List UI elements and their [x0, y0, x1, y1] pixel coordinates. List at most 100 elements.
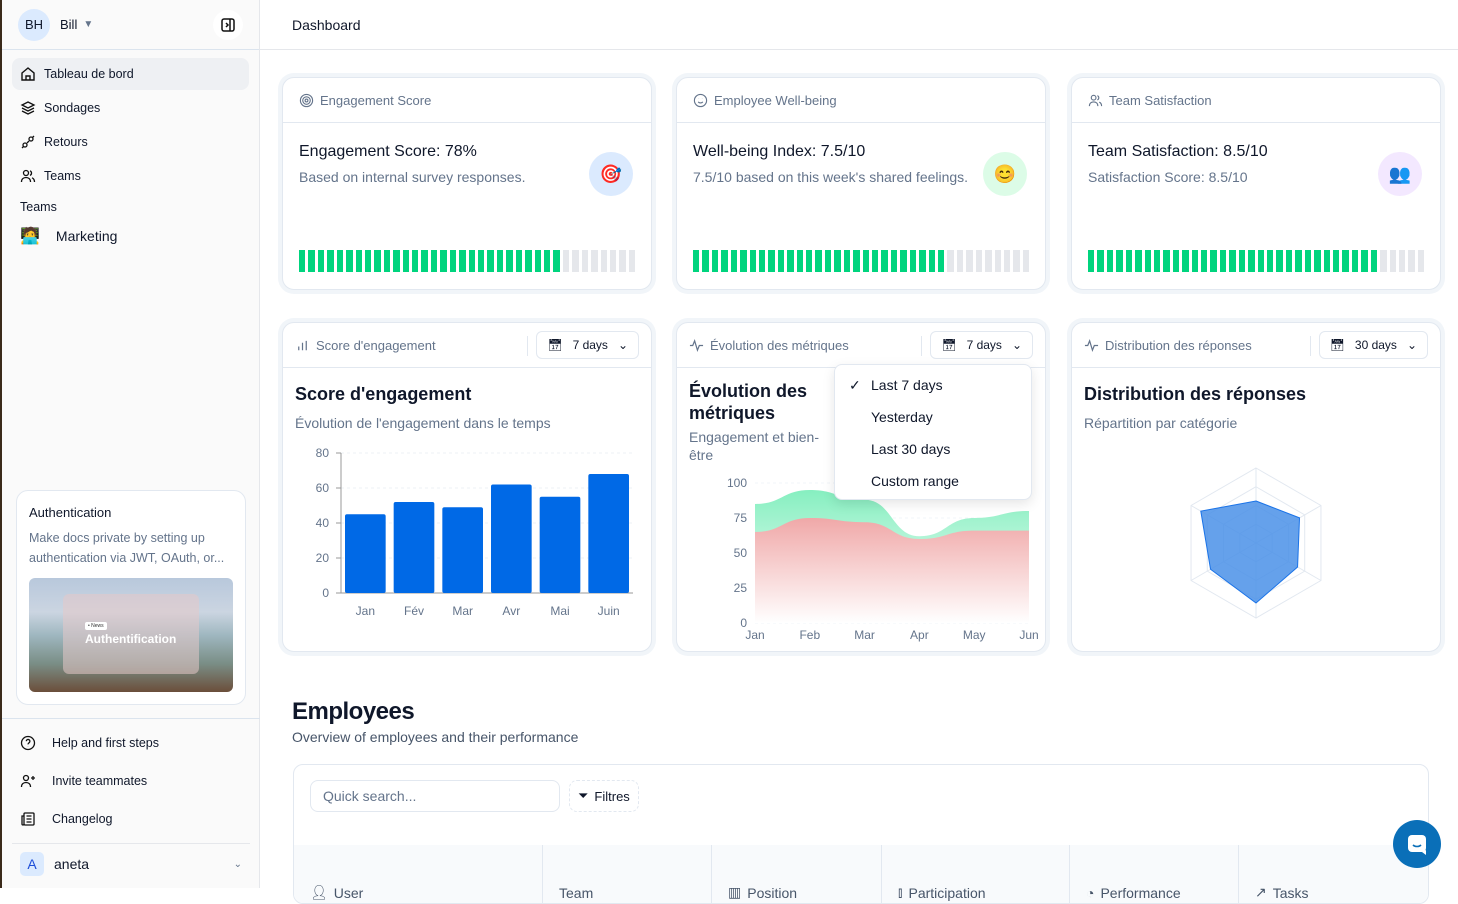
column-user[interactable]: 👤︎ User	[294, 845, 543, 903]
progress-segment	[758, 250, 766, 272]
card-header-label: Team Satisfaction	[1109, 92, 1212, 108]
account-switcher[interactable]: A aneta ⌄	[12, 843, 250, 884]
chevron-down-icon: ⌄	[617, 338, 628, 352]
card-header-label: Employee Well-being	[714, 92, 837, 108]
progress-segment	[1144, 250, 1151, 272]
date-range-select[interactable]: 📅︎ 7 days ⌄	[921, 331, 1033, 359]
smile-emoji-icon: 😊	[983, 152, 1027, 196]
sidebar-item-feedback[interactable]: Retours	[12, 126, 249, 158]
bar-chart: 0 20 40 60 80 Jan Fév Mar Avr Mai Juin	[316, 446, 633, 618]
progress-segment	[1361, 250, 1368, 272]
help-link[interactable]: Help and first steps	[12, 725, 250, 761]
progress-segment	[1125, 250, 1133, 272]
card-header-label: Score d'engagement	[316, 337, 436, 353]
progress-segment	[919, 250, 926, 272]
progress-segment	[1323, 250, 1330, 272]
progress-segment	[374, 250, 381, 272]
progress-segment	[824, 250, 832, 272]
column-position[interactable]: ▥ Position	[712, 845, 882, 903]
bar	[393, 502, 435, 593]
column-tasks[interactable]: ↗ Tasks	[1255, 884, 1309, 901]
progress-segment	[534, 250, 541, 272]
users-icon	[1088, 94, 1103, 106]
sidebar-item-label: Tableau de bord	[44, 67, 134, 81]
chevron-down-icon: ▼	[83, 19, 94, 30]
progress-segment	[1238, 250, 1246, 272]
date-range-select[interactable]: 📅︎ 7 days ⌄	[527, 331, 639, 359]
sidebar-item-label: Teams	[44, 169, 81, 183]
promo-title: Authentication	[29, 505, 112, 520]
team-emoji-icon: 🧑‍💻	[20, 228, 40, 245]
date-range-select[interactable]: 📅︎ 30 days ⌄	[1309, 331, 1428, 359]
progress-segment	[947, 250, 954, 272]
progress-segment	[1267, 250, 1274, 272]
invite-link[interactable]: Invite teammates	[12, 763, 250, 799]
help-label: Help and first steps	[52, 736, 159, 750]
progress-segment	[834, 250, 841, 272]
progress-segment	[768, 250, 775, 272]
x-tick-label: Apr	[910, 628, 929, 642]
area-series-wellbeing	[755, 518, 1029, 623]
option-yesterday[interactable]: Yesterday	[871, 409, 933, 425]
bar	[539, 496, 581, 593]
progress-segment	[628, 250, 636, 272]
progress-segment	[581, 250, 589, 272]
range-value: 7 days	[966, 338, 1002, 352]
progress-segment	[1380, 250, 1387, 272]
progress-segment	[1172, 250, 1180, 272]
sidebar-toggle-button[interactable]	[213, 9, 243, 40]
filters-button[interactable]: ⏷ Filtres	[569, 780, 639, 812]
chart-subtitle: Répartition par catégorie	[1084, 415, 1238, 431]
y-tick-label: 60	[316, 481, 330, 495]
progress-bar	[1088, 250, 1425, 272]
changelog-link[interactable]: Changelog	[12, 801, 250, 837]
progress-segment	[299, 250, 306, 272]
chevron-down-icon: ⌄	[1406, 338, 1417, 352]
column-performance[interactable]: ◔ Performance	[1070, 845, 1239, 903]
option-custom-range[interactable]: Custom range	[871, 473, 959, 489]
chart-title: Évolution des métriques	[689, 381, 808, 423]
account-avatar: A	[20, 852, 44, 876]
sidebar-item-label: Sondages	[44, 101, 101, 115]
progress-segment	[777, 250, 785, 272]
progress-segment	[449, 250, 457, 272]
progress-segment	[572, 250, 579, 272]
column-team[interactable]: Team	[543, 845, 712, 903]
account-name: aneta	[54, 856, 90, 872]
promo-image-tag: • News	[85, 622, 107, 630]
column-participation[interactable]: ⫾ Participation	[882, 845, 1070, 903]
invite-label: Invite teammates	[52, 774, 148, 788]
stat-title: Team Satisfaction: 8.5/10	[1088, 143, 1268, 160]
calendar-icon: 📅︎	[1329, 338, 1345, 352]
sidebar-item-dashboard[interactable]: Tableau de bord	[12, 58, 249, 90]
y-tick-label: 20	[316, 551, 330, 565]
option-last-30-days[interactable]: Last 30 days	[871, 441, 951, 457]
sidebar-item-teams[interactable]: Teams	[12, 160, 249, 192]
page-title: Dashboard	[260, 0, 1458, 50]
sidebar-team-marketing[interactable]: 🧑‍💻 Marketing	[12, 220, 249, 252]
employees-subtitle: Overview of employees and their performa…	[292, 729, 579, 745]
progress-segment	[994, 250, 1001, 272]
option-last-7-days[interactable]: ✓ Last 7 days	[849, 376, 943, 394]
x-tick-label: Jan	[745, 628, 764, 642]
progress-segment	[1013, 250, 1020, 272]
progress-segment	[525, 250, 532, 272]
progress-segment	[966, 250, 973, 272]
stat-subtitle: Based on internal survey responses.	[299, 169, 526, 185]
sidebar-item-surveys[interactable]: Sondages	[12, 92, 249, 124]
chat-support-button[interactable]	[1393, 820, 1441, 868]
chevron-down-icon: ⌄	[1011, 338, 1022, 352]
progress-segment	[1229, 250, 1236, 272]
calendar-icon: 📅︎	[547, 338, 563, 352]
progress-segment	[468, 250, 476, 272]
search-input[interactable]: Quick search...	[310, 780, 560, 812]
progress-segment	[693, 250, 700, 272]
progress-segment	[1408, 250, 1415, 272]
progress-segment	[928, 250, 935, 272]
promo-card[interactable]: Authentication Make docs private by sett…	[16, 490, 246, 705]
user-plus-icon	[20, 774, 35, 788]
user-menu[interactable]: BH Bill ▼	[2, 0, 259, 50]
smile-icon	[693, 93, 708, 107]
bar	[442, 507, 483, 593]
card-header-label: Distribution des réponses	[1105, 337, 1252, 353]
